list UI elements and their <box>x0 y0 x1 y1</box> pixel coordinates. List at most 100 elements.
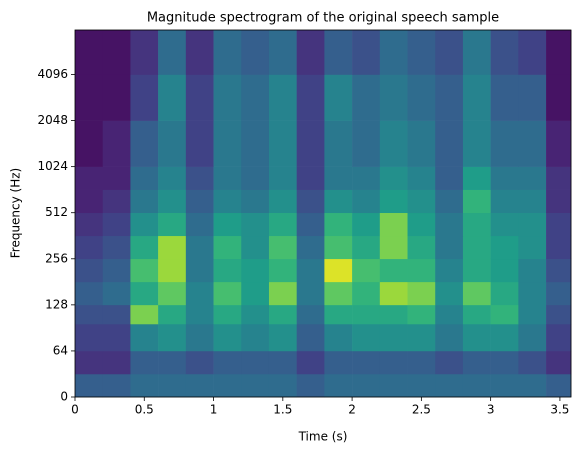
cell <box>296 323 325 352</box>
cell <box>435 350 464 375</box>
cell <box>518 235 547 260</box>
cell <box>490 74 519 121</box>
cell <box>352 189 381 214</box>
cell <box>546 166 572 190</box>
cell <box>407 166 436 190</box>
x-tick-label: 3 <box>487 403 495 417</box>
cell <box>546 350 572 375</box>
cell <box>462 350 491 375</box>
cell <box>435 120 464 167</box>
cell <box>435 166 464 190</box>
cell <box>185 30 214 75</box>
cell <box>213 166 242 190</box>
cell <box>158 235 187 260</box>
cell <box>185 212 214 237</box>
cell <box>185 323 214 352</box>
cell <box>241 120 270 167</box>
cell <box>518 350 547 375</box>
cell <box>75 212 104 237</box>
cell <box>296 74 325 121</box>
cell <box>296 235 325 260</box>
cell <box>296 281 325 306</box>
cell <box>75 304 104 325</box>
cell <box>518 30 547 75</box>
cell <box>352 373 381 398</box>
cell <box>352 323 381 352</box>
cell <box>185 304 214 325</box>
cell <box>268 258 297 283</box>
cell <box>102 74 131 121</box>
cell <box>268 304 297 325</box>
y-axis-label: Frequency (Hz) <box>9 168 23 259</box>
cell <box>130 350 159 375</box>
cell <box>102 350 131 375</box>
cell <box>185 281 214 306</box>
cell <box>324 258 353 283</box>
cell <box>352 304 381 325</box>
cell <box>518 373 547 398</box>
cell <box>379 30 408 75</box>
cell <box>518 304 547 325</box>
cell <box>185 235 214 260</box>
cell <box>213 350 242 375</box>
cell <box>518 281 547 306</box>
cell <box>268 120 297 167</box>
cell <box>518 120 547 167</box>
cell <box>241 373 270 398</box>
cell <box>130 120 159 167</box>
cell <box>75 258 104 283</box>
y-tick-label: 512 <box>45 205 68 219</box>
cell <box>490 189 519 214</box>
cell <box>379 304 408 325</box>
cell <box>462 258 491 283</box>
cell <box>213 74 242 121</box>
cell <box>435 189 464 214</box>
cell <box>490 258 519 283</box>
cell <box>296 373 325 398</box>
cell <box>490 281 519 306</box>
cell <box>268 323 297 352</box>
cell <box>462 120 491 167</box>
cell <box>185 74 214 121</box>
cell <box>546 373 572 398</box>
cell <box>546 281 572 306</box>
cell <box>324 120 353 167</box>
x-tick-label: 1.5 <box>273 403 292 417</box>
cell <box>241 258 270 283</box>
cell <box>130 373 159 398</box>
cell <box>407 120 436 167</box>
cell <box>435 235 464 260</box>
x-axis-label: Time (s) <box>298 430 348 444</box>
cell <box>324 373 353 398</box>
cell <box>352 235 381 260</box>
cell <box>546 304 572 325</box>
x-tick-label: 2.5 <box>412 403 431 417</box>
cell <box>296 304 325 325</box>
cell <box>102 166 131 190</box>
cell <box>379 258 408 283</box>
cell <box>462 281 491 306</box>
x-tick-label: 3.5 <box>550 403 569 417</box>
cell <box>268 30 297 75</box>
cell <box>185 120 214 167</box>
cell <box>130 258 159 283</box>
plot-frame <box>74 29 572 398</box>
cell <box>462 235 491 260</box>
cell <box>102 212 131 237</box>
cell <box>324 323 353 352</box>
cell <box>407 74 436 121</box>
cell <box>379 235 408 260</box>
cell <box>407 189 436 214</box>
cell <box>352 120 381 167</box>
cell <box>546 120 572 167</box>
cell <box>213 212 242 237</box>
cell <box>185 258 214 283</box>
cell <box>296 30 325 75</box>
cell <box>241 281 270 306</box>
cell <box>324 166 353 190</box>
cell <box>546 258 572 283</box>
cell <box>158 30 187 75</box>
cell <box>75 281 104 306</box>
cell <box>158 373 187 398</box>
y-tick-label: 4096 <box>37 67 68 81</box>
